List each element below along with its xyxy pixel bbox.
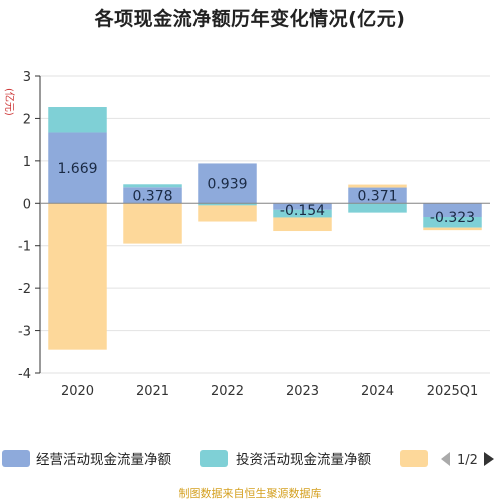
y-tick-label: -2 <box>18 282 31 297</box>
bar-2024-series-3 <box>348 184 407 188</box>
legend-swatch-1[interactable] <box>2 450 30 467</box>
legend-next-arrow-icon[interactable] <box>484 452 494 466</box>
legend-swatch-2[interactable] <box>200 450 228 467</box>
bar-2023-series-3 <box>273 217 332 232</box>
x-tick-label: 2022 <box>211 384 244 399</box>
legend-page-indicator: 1/2 <box>457 453 478 468</box>
bar-2022-series-3 <box>198 205 257 222</box>
y-axis-label: (亿元) <box>3 88 16 116</box>
bar-2021-series-1 <box>123 187 182 204</box>
data-label: 1.669 <box>57 161 97 177</box>
y-tick-label: 2 <box>23 112 31 127</box>
chart-title: 各项现金流净额历年变化情况(亿元) <box>94 8 406 30</box>
y-tick-label: 3 <box>23 70 31 85</box>
bar-2022-series-2 <box>198 203 257 206</box>
legend-swatch-3[interactable] <box>400 450 428 467</box>
bar-2020-series-1 <box>48 132 107 204</box>
x-tick-label: 2024 <box>361 384 394 399</box>
bar-2022-series-1 <box>198 163 257 204</box>
x-tick-label: 2020 <box>61 384 94 399</box>
bar-2025Q1-series-2 <box>423 216 482 228</box>
y-tick-label: -4 <box>18 367 31 382</box>
y-tick-label: -3 <box>18 325 31 340</box>
data-label: -0.323 <box>430 210 475 226</box>
x-tick-label: 2023 <box>286 384 319 399</box>
legend-label-1[interactable]: 经营活动现金流量净额 <box>36 452 171 468</box>
data-label: 0.371 <box>357 188 397 204</box>
data-label: 0.378 <box>132 188 172 204</box>
bar-2021-series-2 <box>123 184 182 188</box>
bar-2023-series-1 <box>273 203 332 210</box>
bar-2020-series-3 <box>48 203 107 350</box>
y-tick-label: -1 <box>18 240 31 255</box>
source-footer: 制图数据来自恒生聚源数据库 <box>178 487 322 500</box>
bar-2021-series-3 <box>123 203 182 244</box>
bar-2020-series-2 <box>48 107 107 133</box>
stacked-bar-chart: (亿元) 1.669 0.378 0.939 -0.154 0.371 -0.323 3 2… <box>2 70 494 468</box>
legend-prev-arrow-icon[interactable] <box>441 452 450 466</box>
data-label: -0.154 <box>280 203 325 219</box>
data-label: 0.939 <box>207 176 247 192</box>
bar-2024-series-1 <box>348 187 407 204</box>
y-tick-label: 1 <box>23 155 31 170</box>
x-tick-label: 2025Q1 <box>427 384 479 399</box>
bar-2023-series-2 <box>273 209 332 218</box>
x-tick-label: 2021 <box>136 384 169 399</box>
y-tick-label: 0 <box>23 197 31 212</box>
bar-2025Q1-series-1 <box>423 203 482 217</box>
bar-2025Q1-series-3 <box>423 227 482 231</box>
bar-2024-series-2 <box>348 203 407 213</box>
legend-label-2[interactable]: 投资活动现金流量净额 <box>236 452 371 468</box>
